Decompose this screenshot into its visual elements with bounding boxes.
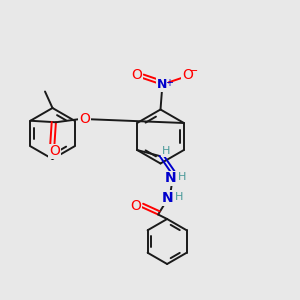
- Text: N: N: [157, 78, 167, 91]
- Text: N: N: [165, 172, 176, 185]
- Text: O: O: [79, 112, 90, 126]
- Text: −: −: [189, 66, 198, 76]
- Text: O: O: [182, 68, 193, 82]
- Text: N: N: [161, 191, 173, 205]
- Text: O: O: [49, 144, 60, 158]
- Text: H: H: [175, 191, 183, 202]
- Text: O: O: [130, 199, 141, 212]
- Text: O: O: [132, 68, 142, 82]
- Text: H: H: [178, 172, 186, 182]
- Text: +: +: [165, 77, 172, 88]
- Text: H: H: [161, 146, 170, 157]
